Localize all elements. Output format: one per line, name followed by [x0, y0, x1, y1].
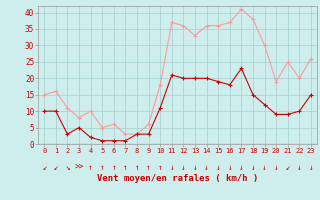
Text: ↓: ↓ [228, 163, 232, 172]
Text: ↓: ↓ [262, 163, 267, 172]
Text: ↙: ↙ [42, 163, 46, 172]
Text: ↑: ↑ [123, 163, 128, 172]
Text: ↑: ↑ [100, 163, 105, 172]
Text: ↓: ↓ [239, 163, 244, 172]
Text: ↓: ↓ [216, 163, 220, 172]
Text: ↓: ↓ [274, 163, 278, 172]
Text: ↑: ↑ [111, 163, 116, 172]
Text: ↓: ↓ [297, 163, 302, 172]
Text: ↓: ↓ [251, 163, 255, 172]
Text: >>: >> [74, 163, 84, 172]
Text: ↘: ↘ [65, 163, 70, 172]
Text: ↙: ↙ [285, 163, 290, 172]
Text: ↓: ↓ [170, 163, 174, 172]
Text: ↓: ↓ [204, 163, 209, 172]
Text: ↙: ↙ [53, 163, 58, 172]
Text: ↓: ↓ [181, 163, 186, 172]
Text: ↑: ↑ [135, 163, 139, 172]
Text: ↓: ↓ [309, 163, 313, 172]
Text: ↑: ↑ [88, 163, 93, 172]
X-axis label: Vent moyen/en rafales ( km/h ): Vent moyen/en rafales ( km/h ) [97, 174, 258, 183]
Text: ↑: ↑ [146, 163, 151, 172]
Text: ↓: ↓ [193, 163, 197, 172]
Text: ↑: ↑ [158, 163, 163, 172]
